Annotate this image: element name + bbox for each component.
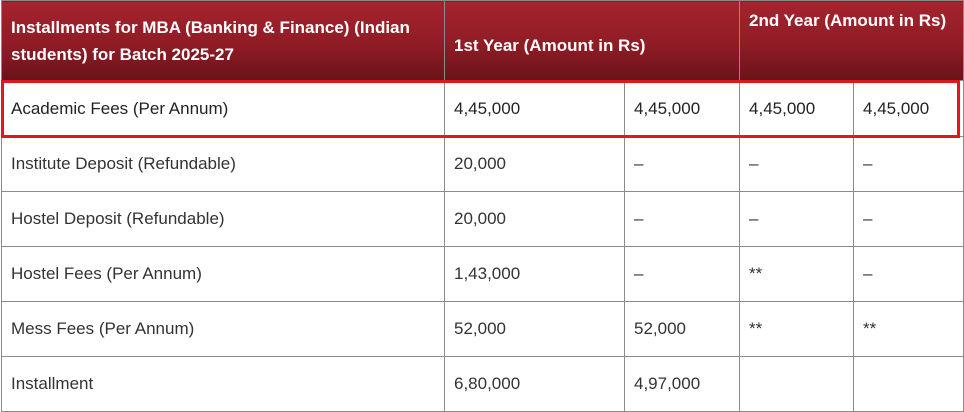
cell-value: –	[739, 191, 855, 247]
cell-value: –	[623, 191, 741, 247]
cell-value	[739, 356, 855, 412]
cell-value: 52,000	[444, 301, 625, 357]
header-title: Installments for MBA (Banking & Finance)…	[1, 0, 445, 81]
cell-value: –	[739, 136, 855, 192]
header-second-year: 2nd Year (Amount in Rs)	[739, 0, 964, 81]
row-label: Hostel Fees (Per Annum)	[1, 246, 445, 302]
cell-value: 52,000	[623, 301, 741, 357]
cell-value: 20,000	[444, 136, 625, 192]
cell-value: –	[853, 191, 964, 247]
header-first-year: 1st Year (Amount in Rs)	[443, 0, 741, 81]
table-row-hostel-fees: Hostel Fees (Per Annum) 1,43,000 – ** –	[1, 246, 964, 302]
row-label: Academic Fees (Per Annum)	[1, 80, 445, 137]
table-row-installment: Installment 6,80,000 4,97,000	[1, 356, 964, 412]
cell-value: –	[853, 246, 964, 302]
row-label: Hostel Deposit (Refundable)	[1, 191, 445, 247]
row-label: Institute Deposit (Refundable)	[1, 136, 445, 192]
table-row-academic-fees: Academic Fees (Per Annum) 4,45,000 4,45,…	[1, 80, 964, 137]
cell-value: 6,80,000	[444, 356, 625, 412]
row-label: Installment	[1, 356, 445, 412]
table-row-mess-fees: Mess Fees (Per Annum) 52,000 52,000 ** *…	[1, 301, 964, 357]
cell-value: –	[623, 136, 741, 192]
cell-value: 20,000	[444, 191, 625, 247]
cell-value: –	[623, 246, 741, 302]
cell-value: **	[853, 301, 964, 357]
table-row-institute-deposit: Institute Deposit (Refundable) 20,000 – …	[1, 136, 964, 192]
cell-value: 1,43,000	[444, 246, 625, 302]
cell-value: 4,45,000	[853, 80, 964, 137]
cell-value: **	[739, 246, 855, 302]
table-row-hostel-deposit: Hostel Deposit (Refundable) 20,000 – – –	[1, 191, 964, 247]
cell-value	[853, 356, 964, 412]
row-label: Mess Fees (Per Annum)	[1, 301, 445, 357]
table-header-row: Installments for MBA (Banking & Finance)…	[1, 0, 964, 81]
cell-value: 4,45,000	[623, 80, 741, 137]
cell-value: –	[853, 136, 964, 192]
cell-value: 4,97,000	[623, 356, 741, 412]
cell-value: **	[739, 301, 855, 357]
cell-value: 4,45,000	[444, 80, 625, 137]
cell-value: 4,45,000	[739, 80, 855, 137]
